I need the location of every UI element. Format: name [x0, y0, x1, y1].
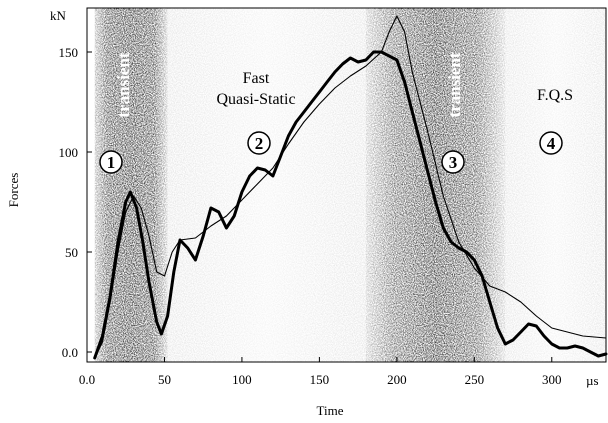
series-layer [93, 15, 608, 360]
y-unit-label: kN [50, 8, 67, 23]
x-tick-label: 100 [232, 372, 252, 387]
y-tick-label: 50 [65, 245, 78, 260]
zone-marker-4: 4 [539, 131, 563, 155]
y-axis-ticks: 0.0 50 100 150 [59, 45, 92, 360]
zone-marker-3-text: 3 [449, 153, 458, 172]
zone-label-transient-1: transient [114, 52, 133, 118]
annotation-fast: Fast [243, 70, 270, 87]
series-line-thick [93, 50, 608, 360]
zone-band-4 [505, 8, 606, 362]
y-tick-label: 0.0 [62, 345, 78, 360]
x-axis-label: Time [317, 403, 344, 418]
x-tick-label: 300 [542, 372, 562, 387]
y-axis-label: Forces [6, 173, 21, 208]
zone-marker-2: 2 [247, 131, 271, 155]
x-tick-label: 0.0 [79, 372, 95, 387]
zone-marker-2-text: 2 [255, 134, 264, 153]
zone-marker-3: 3 [441, 150, 465, 174]
zone-band-3 [365, 8, 506, 362]
zone-band-1 [94, 8, 168, 362]
y-tick-label: 100 [59, 145, 79, 160]
zone-marker-1: 1 [99, 150, 123, 174]
zone-marker-1-text: 1 [107, 153, 116, 172]
zone-marker-4-text: 4 [547, 134, 556, 153]
annotation-quasi-static: Quasi-Static [216, 91, 295, 108]
x-tick-label: 50 [158, 372, 171, 387]
annotation-fqs: F.Q.S [537, 87, 573, 104]
x-tick-label: 150 [310, 372, 330, 387]
zone-band-2 [167, 8, 366, 362]
plot-frame [86, 7, 607, 363]
zones-layer [94, 8, 606, 362]
x-unit-label: µs [586, 373, 599, 388]
x-tick-label: 200 [387, 372, 407, 387]
y-tick-label: 150 [59, 45, 79, 60]
series-line-thin [94, 15, 607, 359]
x-tick-label: 250 [465, 372, 485, 387]
x-axis-ticks: 0.0 50 100 150 200 250 300 [79, 357, 562, 387]
zone-label-transient-3: transient [445, 52, 464, 118]
